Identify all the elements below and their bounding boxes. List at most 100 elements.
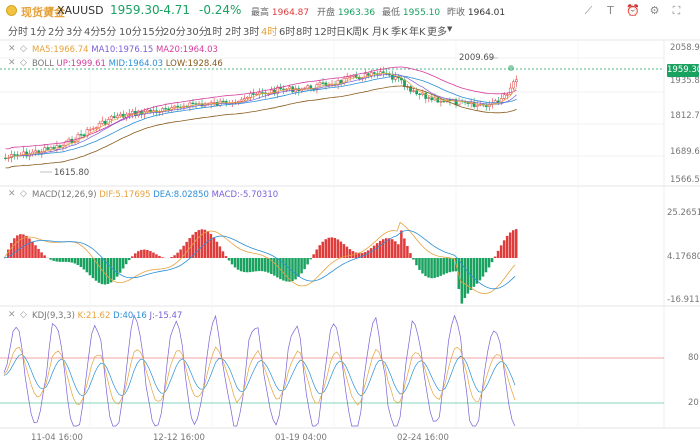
candle-body <box>55 145 59 150</box>
timeframe-10[interactable]: 1时 <box>206 27 223 38</box>
macd-bar <box>194 231 198 258</box>
more-dropdown-icon[interactable]: ▼ <box>447 25 453 33</box>
macd-bar <box>309 258 312 260</box>
macd-bar <box>433 258 436 278</box>
macd-bar <box>357 253 361 258</box>
open-value: 1963.36 <box>337 8 376 18</box>
timeframe-7[interactable]: 15分 <box>142 27 165 38</box>
timeframe-5[interactable]: 5分 <box>100 27 117 38</box>
candle-body <box>10 154 13 159</box>
macd-bar <box>406 246 409 258</box>
timeframe-11[interactable]: 2时 <box>225 27 242 38</box>
timeframe-18[interactable]: 周K <box>352 27 369 38</box>
fullscreen-icon[interactable]: ⛶ <box>672 4 681 17</box>
macd-bar <box>400 230 403 258</box>
close-indicator-icon[interactable]: ✕ <box>8 189 16 199</box>
macd-bar <box>306 258 309 265</box>
macd-bar <box>427 258 430 278</box>
macd-bar <box>442 258 445 275</box>
close-indicator-icon[interactable]: ✕ <box>8 58 16 68</box>
macd-dea-line <box>3 230 516 290</box>
kdj-k: K:21.62 <box>77 311 111 321</box>
macd-bar <box>394 241 397 258</box>
timeframe-0[interactable]: 分时 <box>8 27 28 38</box>
macd-bar <box>10 242 13 258</box>
macd-bar <box>300 258 303 274</box>
macd-tick: 4.17680 <box>667 252 700 262</box>
candle-body <box>88 129 92 131</box>
candle-body <box>357 77 361 79</box>
timeframe-19[interactable]: 月K <box>372 27 389 38</box>
kdj-d: D:40.16 <box>113 311 147 321</box>
high-label: 最高 <box>251 8 270 18</box>
candle-body <box>348 76 352 78</box>
settings-icon[interactable]: ⚙ <box>649 4 660 17</box>
candle-body <box>167 108 171 111</box>
candle-body <box>512 81 515 89</box>
close-indicator-icon[interactable]: ✕ <box>8 310 16 320</box>
macd-bar <box>37 248 40 258</box>
candle-body <box>236 101 240 103</box>
macd-bar <box>158 255 161 258</box>
timeframe-13[interactable]: 4时 <box>261 27 278 38</box>
timeframe-20[interactable]: 季K <box>391 27 408 38</box>
macd-bar <box>149 251 152 258</box>
candle-body <box>418 93 421 95</box>
macd-bar <box>345 246 349 258</box>
candle-body <box>306 85 310 89</box>
timeframe-4[interactable]: 4分 <box>84 27 101 38</box>
macd-bar <box>25 235 28 258</box>
macd-bar <box>261 258 264 272</box>
candle-body <box>164 108 168 110</box>
timeframe-14[interactable]: 6时 <box>279 27 296 38</box>
candle-body <box>439 101 443 103</box>
timeframe-15[interactable]: 8时 <box>296 27 313 38</box>
timeframe-8[interactable]: 20分 <box>163 27 186 38</box>
close-indicator-icon[interactable]: ✕ <box>8 44 16 54</box>
macd-bar <box>88 258 92 276</box>
current-point <box>508 65 514 71</box>
timeframe-22[interactable]: 更多 <box>427 27 447 38</box>
indicator-settings-icon[interactable]: ◇ <box>20 58 27 68</box>
timeframe-12[interactable]: 3时 <box>243 27 260 38</box>
macd-bar <box>127 258 131 261</box>
timeframe-1[interactable]: 1分 <box>30 27 47 38</box>
timeframe-21[interactable]: 年K <box>409 27 426 38</box>
candle-body <box>239 99 243 102</box>
candle-body <box>242 98 246 101</box>
candle-body <box>128 113 131 115</box>
prev-close-label: 昨收 <box>447 8 466 18</box>
timeframe-16[interactable]: 12时 <box>314 27 337 38</box>
macd-bar <box>499 245 503 258</box>
ma20-value: MA20:1964.03 <box>155 45 218 55</box>
timeframe-9[interactable]: 30分 <box>186 27 209 38</box>
timeframe-6[interactable]: 10分 <box>119 27 142 38</box>
macd-hist: MACD:-5.70310 <box>211 190 279 200</box>
price-change: -4.71 <box>159 3 191 17</box>
macd-bar <box>294 258 297 280</box>
candle-body <box>16 154 19 156</box>
macd-bar <box>13 238 16 258</box>
symbol-name[interactable]: 现货黄金 <box>21 6 65 19</box>
timeframe-3[interactable]: 3分 <box>66 27 83 38</box>
macd-bar <box>239 258 243 272</box>
candle-body <box>91 128 95 130</box>
x-axis-label: 12-12 16:00 <box>153 433 205 443</box>
timeframe-2[interactable]: 2分 <box>48 27 65 38</box>
candle-body <box>345 76 349 79</box>
symbol-dropdown-icon[interactable]: ▼ <box>48 5 55 14</box>
alert-icon[interactable]: ⏰ <box>626 4 640 17</box>
indicator-settings-icon[interactable]: ◇ <box>20 44 27 54</box>
candle-body <box>469 102 473 104</box>
macd-bar <box>412 258 415 260</box>
macd-bar <box>224 256 228 258</box>
indicator-settings-icon[interactable]: ◇ <box>20 310 27 320</box>
candle-body <box>67 138 71 142</box>
macd-bar <box>19 234 22 258</box>
draw-line-icon[interactable]: ⟋ <box>584 4 593 17</box>
text-tool-icon[interactable]: T <box>607 4 614 17</box>
timeframe-17[interactable]: 日K <box>336 27 353 38</box>
indicator-settings-icon[interactable]: ◇ <box>20 189 27 199</box>
